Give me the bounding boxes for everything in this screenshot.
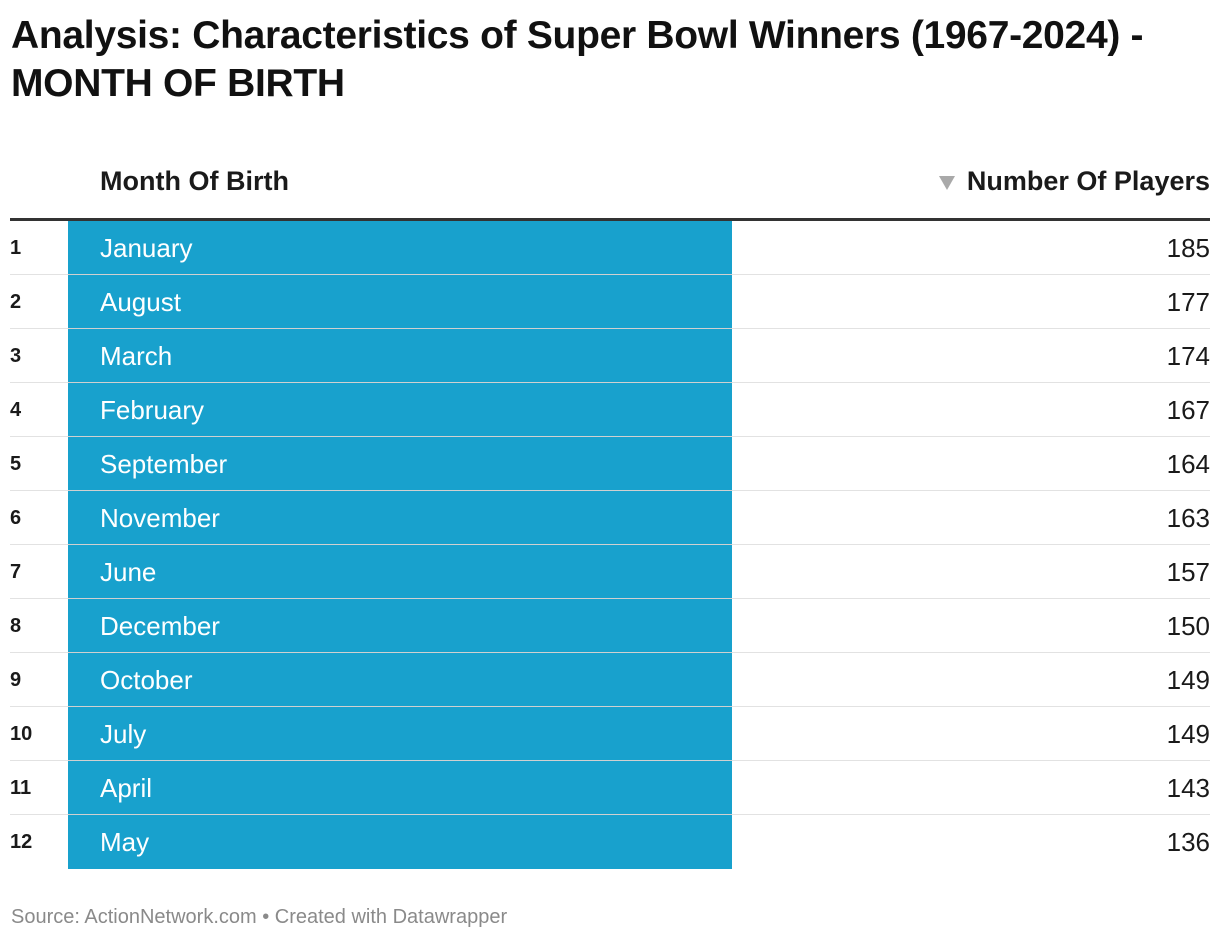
row-players-value: 185 (1166, 233, 1210, 263)
row-divider (68, 274, 732, 275)
row-players-value: 174 (1166, 341, 1210, 371)
row-rank: 7 (10, 561, 22, 583)
table-row: 7 June 157 (10, 545, 1210, 599)
table-row: 6 November 163 (10, 491, 1210, 545)
row-divider (68, 328, 732, 329)
row-month: July (100, 719, 147, 749)
column-header-month[interactable]: Month Of Birth (100, 166, 289, 196)
row-players-value: 164 (1166, 449, 1210, 479)
row-players-value: 163 (1166, 503, 1210, 533)
sort-descending-icon[interactable] (938, 175, 955, 190)
row-month: March (100, 341, 173, 371)
row-players-value: 177 (1166, 287, 1210, 317)
row-divider (68, 706, 732, 707)
table-row: 11 April 143 (10, 761, 1210, 815)
row-players-value: 143 (1166, 773, 1210, 803)
table-row: 1 January 185 (10, 221, 1210, 275)
column-header-players[interactable]: Number Of Players (938, 166, 1210, 197)
row-players-value: 149 (1166, 719, 1210, 749)
row-rank: 6 (10, 507, 22, 529)
row-month: May (100, 827, 150, 857)
table-row: 9 October 149 (10, 653, 1210, 707)
row-rank: 3 (10, 345, 22, 367)
row-month: February (100, 395, 205, 425)
row-rank: 10 (10, 723, 33, 745)
table-row: 4 February 167 (10, 383, 1210, 437)
row-month: November (100, 503, 220, 533)
row-rank: 4 (10, 399, 22, 421)
row-divider (68, 436, 732, 437)
table-row: 10 July 149 (10, 707, 1210, 761)
table-row: 2 August 177 (10, 275, 1210, 329)
row-month: December (100, 611, 220, 641)
table-header: Month Of Birth Number Of Players (10, 160, 1210, 221)
row-players-value: 167 (1166, 395, 1210, 425)
row-players-value: 157 (1166, 557, 1210, 587)
table-body: 1 January 185 2 August 177 3 March 174 4 February 1… (10, 221, 1210, 869)
source-footer: Source: ActionNetwork.com • Created with… (11, 906, 508, 928)
row-divider (68, 382, 732, 383)
row-month: August (100, 287, 181, 317)
row-rank: 1 (10, 237, 22, 259)
row-month: September (100, 449, 228, 479)
row-divider (68, 490, 732, 491)
row-divider (68, 652, 732, 653)
row-divider (68, 544, 732, 545)
chart-title: Analysis: Characteristics of Super Bowl … (11, 14, 1144, 105)
column-header-players-label: Number Of Players (966, 166, 1210, 196)
row-month: January (100, 233, 193, 263)
row-rank: 11 (10, 777, 32, 799)
table-row: 8 December 150 (10, 599, 1210, 653)
row-players-value: 149 (1166, 665, 1210, 695)
row-divider (68, 598, 732, 599)
row-divider (68, 760, 732, 761)
table-row: 12 May 136 (10, 815, 1210, 869)
row-month: October (100, 665, 193, 695)
table-row: 3 March 174 (10, 329, 1210, 383)
row-rank: 8 (10, 615, 22, 637)
row-rank: 2 (10, 291, 22, 313)
row-month: April (100, 773, 153, 803)
data-table: Month Of Birth Number Of Players 1 Januar… (10, 160, 1210, 869)
row-players-value: 136 (1166, 827, 1210, 857)
table-row: 5 September 164 (10, 437, 1210, 491)
row-rank: 5 (10, 453, 22, 475)
row-month: June (100, 557, 157, 587)
row-divider (68, 814, 732, 815)
row-players-value: 150 (1166, 611, 1210, 641)
row-rank: 9 (10, 669, 22, 691)
row-rank: 12 (10, 831, 33, 853)
month-column-highlight (68, 221, 732, 869)
